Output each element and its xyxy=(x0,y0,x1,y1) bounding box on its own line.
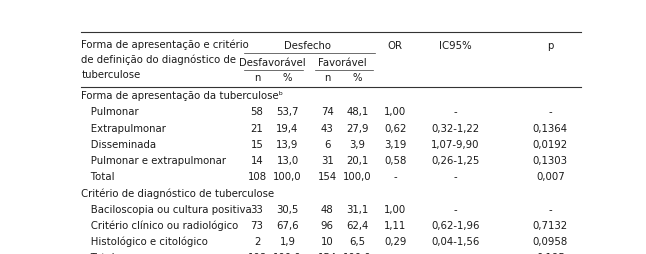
Text: 31: 31 xyxy=(320,155,333,165)
Text: 0,32-1,22: 0,32-1,22 xyxy=(431,123,479,133)
Text: -: - xyxy=(548,204,552,214)
Text: Desfecho: Desfecho xyxy=(284,41,331,51)
Text: 20,1: 20,1 xyxy=(346,155,369,165)
Text: Forma de apresentação e critério: Forma de apresentação e critério xyxy=(81,39,249,50)
Text: n: n xyxy=(324,72,330,82)
Text: -: - xyxy=(453,171,457,181)
Text: 21: 21 xyxy=(251,123,264,133)
Text: 53,7: 53,7 xyxy=(276,107,298,117)
Text: -: - xyxy=(393,252,397,254)
Text: de definição do diagnóstico de: de definição do diagnóstico de xyxy=(81,55,236,65)
Text: 0,0192: 0,0192 xyxy=(533,139,568,149)
Text: Favorável: Favorável xyxy=(318,58,367,68)
Text: 100,0: 100,0 xyxy=(273,252,302,254)
Text: %: % xyxy=(353,72,362,82)
Text: Pulmonar: Pulmonar xyxy=(81,107,139,117)
Text: 13,9: 13,9 xyxy=(276,139,298,149)
Text: 10: 10 xyxy=(320,236,333,246)
Text: 58: 58 xyxy=(251,107,264,117)
Text: 73: 73 xyxy=(251,220,264,230)
Text: Forma de apresentação da tuberculoseᵇ: Forma de apresentação da tuberculoseᵇ xyxy=(81,91,283,101)
Text: Disseminada: Disseminada xyxy=(81,139,156,149)
Text: 33: 33 xyxy=(251,204,264,214)
Text: -: - xyxy=(548,107,552,117)
Text: 2: 2 xyxy=(254,236,260,246)
Text: Critério clínico ou radiológico: Critério clínico ou radiológico xyxy=(81,220,238,230)
Text: Histológico e citológico: Histológico e citológico xyxy=(81,236,208,246)
Text: 62,4: 62,4 xyxy=(346,220,369,230)
Text: 108: 108 xyxy=(247,171,267,181)
Text: 154: 154 xyxy=(317,171,337,181)
Text: -: - xyxy=(453,252,457,254)
Text: Baciloscopia ou cultura positiva: Baciloscopia ou cultura positiva xyxy=(81,204,252,214)
Text: 0,1303: 0,1303 xyxy=(533,155,568,165)
Text: 30,5: 30,5 xyxy=(276,204,298,214)
Text: 0,0958: 0,0958 xyxy=(533,236,568,246)
Text: 19,4: 19,4 xyxy=(276,123,298,133)
Text: IC95%: IC95% xyxy=(439,41,472,51)
Text: 14: 14 xyxy=(251,155,264,165)
Text: 1,00: 1,00 xyxy=(384,204,406,214)
Text: 48,1: 48,1 xyxy=(346,107,369,117)
Text: 0,1364: 0,1364 xyxy=(533,123,568,133)
Text: 6,5: 6,5 xyxy=(349,236,366,246)
Text: Total: Total xyxy=(81,252,115,254)
Text: 0,58: 0,58 xyxy=(384,155,406,165)
Text: 0,007: 0,007 xyxy=(536,171,565,181)
Text: Extrapulmonar: Extrapulmonar xyxy=(81,123,166,133)
Text: 0,62-1,96: 0,62-1,96 xyxy=(431,220,479,230)
Text: 0,29: 0,29 xyxy=(384,236,406,246)
Text: 100,0: 100,0 xyxy=(273,171,302,181)
Text: 108: 108 xyxy=(247,252,267,254)
Text: Pulmonar e extrapulmonar: Pulmonar e extrapulmonar xyxy=(81,155,226,165)
Text: 0,195: 0,195 xyxy=(536,252,565,254)
Text: 1,00: 1,00 xyxy=(384,107,406,117)
Text: 3,19: 3,19 xyxy=(384,139,406,149)
Text: 100,0: 100,0 xyxy=(343,252,372,254)
Text: 6: 6 xyxy=(324,139,330,149)
Text: 96: 96 xyxy=(320,220,333,230)
Text: p: p xyxy=(547,41,554,51)
Text: 0,04-1,56: 0,04-1,56 xyxy=(431,236,479,246)
Text: 48: 48 xyxy=(320,204,333,214)
Text: 0,26-1,25: 0,26-1,25 xyxy=(431,155,479,165)
Text: 67,6: 67,6 xyxy=(276,220,299,230)
Text: Critério de diagnóstico de tuberculose: Critério de diagnóstico de tuberculose xyxy=(81,188,275,198)
Text: -: - xyxy=(453,107,457,117)
Text: %: % xyxy=(283,72,292,82)
Text: Desfavorável: Desfavorável xyxy=(239,58,306,68)
Text: n: n xyxy=(254,72,260,82)
Text: -: - xyxy=(453,204,457,214)
Text: 1,11: 1,11 xyxy=(384,220,406,230)
Text: tuberculose: tuberculose xyxy=(81,70,140,80)
Text: Total: Total xyxy=(81,171,115,181)
Text: -: - xyxy=(393,171,397,181)
Text: 27,9: 27,9 xyxy=(346,123,369,133)
Text: 13,0: 13,0 xyxy=(276,155,298,165)
Text: 1,9: 1,9 xyxy=(280,236,295,246)
Text: 3,9: 3,9 xyxy=(349,139,366,149)
Text: OR: OR xyxy=(388,41,402,51)
Text: 0,62: 0,62 xyxy=(384,123,406,133)
Text: 0,7132: 0,7132 xyxy=(533,220,568,230)
Text: 74: 74 xyxy=(320,107,333,117)
Text: 100,0: 100,0 xyxy=(343,171,372,181)
Text: 154: 154 xyxy=(317,252,337,254)
Text: 43: 43 xyxy=(320,123,333,133)
Text: 1,07-9,90: 1,07-9,90 xyxy=(431,139,479,149)
Text: 31,1: 31,1 xyxy=(346,204,369,214)
Text: 15: 15 xyxy=(251,139,264,149)
